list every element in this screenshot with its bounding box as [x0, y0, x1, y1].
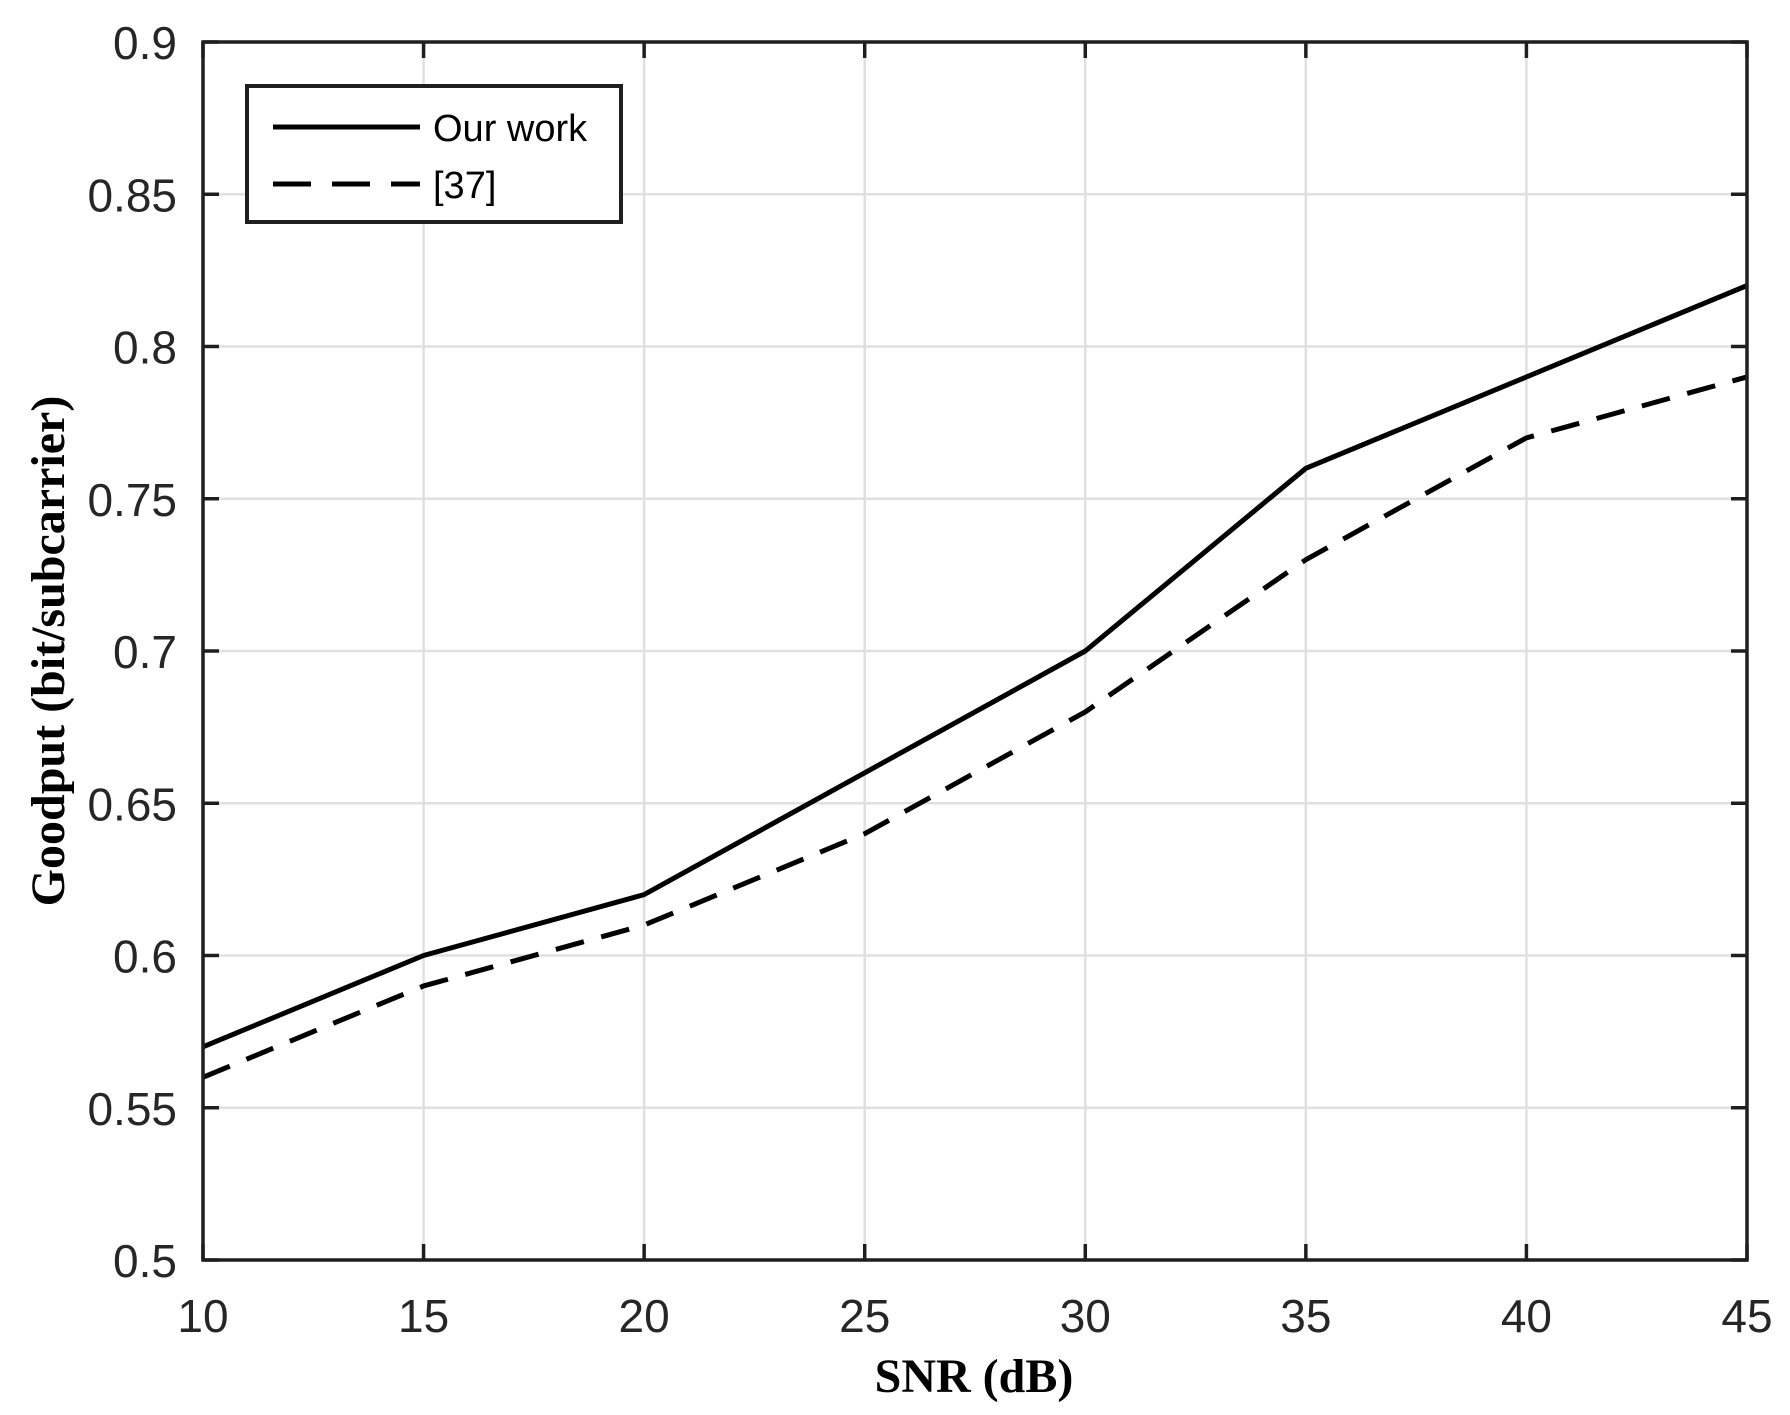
x-tick-label: 15 [398, 1290, 449, 1342]
x-tick-label: 20 [619, 1290, 670, 1342]
y-tick-label: 0.7 [113, 626, 177, 678]
x-tick-label: 30 [1060, 1290, 1111, 1342]
y-tick-label: 0.75 [87, 474, 177, 526]
x-tick-label: 10 [177, 1290, 228, 1342]
y-axis-label: Goodput (bit/subcarrier) [22, 396, 75, 907]
x-tick-label: 35 [1280, 1290, 1331, 1342]
y-tick-label: 0.6 [113, 931, 177, 983]
x-tick-label: 25 [839, 1290, 890, 1342]
y-tick-label: 0.9 [113, 17, 177, 69]
y-tick-label: 0.85 [87, 169, 177, 221]
x-tick-label: 40 [1501, 1290, 1552, 1342]
legend: Our work [37] [245, 84, 623, 224]
axes [201, 40, 1749, 1262]
y-tick-label: 0.55 [87, 1083, 177, 1135]
y-tick-label: 0.8 [113, 322, 177, 374]
tick-labels: 10 15 20 25 30 35 40 45 0.5 0.55 0.6 0.65 0.7 0.75 0.8… [87, 17, 1772, 1342]
x-tick-label: 45 [1721, 1290, 1772, 1342]
data-series [202, 283, 1748, 1080]
x-axis-label: SNR (dB) [875, 1350, 1074, 1403]
legend-box [245, 84, 623, 224]
series-solid-line [202, 283, 1748, 1050]
series-dashed-line [202, 374, 1748, 1080]
legend-label-ref37: [37] [433, 165, 496, 207]
legend-label-our-work: Our work [433, 108, 588, 150]
y-tick-label: 0.5 [113, 1235, 177, 1287]
grid-lines [203, 42, 1747, 1260]
y-tick-label: 0.65 [87, 778, 177, 830]
